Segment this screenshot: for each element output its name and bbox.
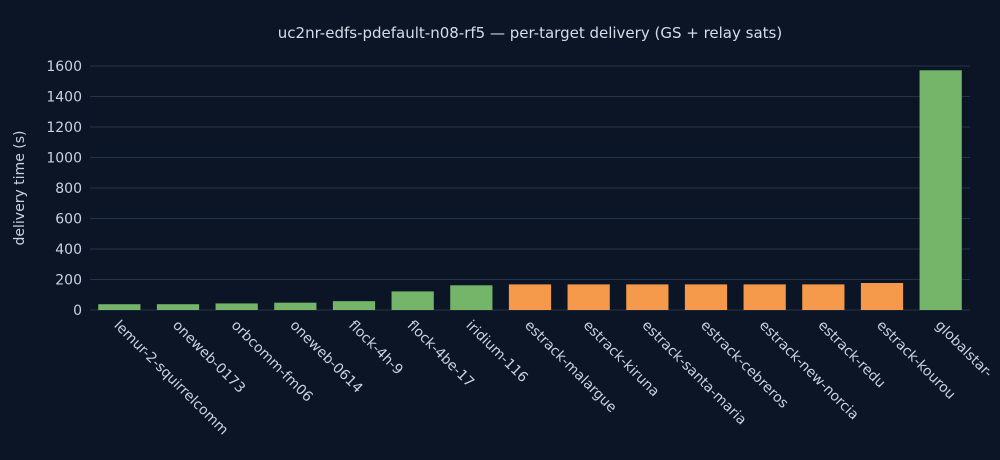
bar-lemur-2-squirrelcomm <box>98 304 141 310</box>
bar-oneweb-0173 <box>156 304 200 310</box>
y-tick-label: 1400 <box>46 90 82 106</box>
x-tick-label: globalstar- <box>932 318 996 382</box>
bar-flock-4be-17 <box>391 291 434 310</box>
chart-title: uc2nr-edfs-pdefault-n08-rf5 — per-target… <box>278 24 782 42</box>
y-tick-label: 1200 <box>46 120 82 136</box>
bar-globalstar- <box>919 70 962 311</box>
bar-estrack-kiruna <box>567 284 610 310</box>
gridlines <box>90 65 970 311</box>
bar-estrack-malargue <box>508 284 552 310</box>
y-tick-label: 0 <box>73 303 82 319</box>
bar-orbcomm-fm06 <box>215 303 258 310</box>
y-tick-label: 200 <box>55 273 82 289</box>
y-axis-label: delivery time (s) <box>12 131 28 246</box>
y-tick-label: 600 <box>55 212 82 228</box>
bar-estrack-cebreros <box>684 284 728 310</box>
x-axis-ticks: lemur-2-squirrelcommoneweb-0173orbcomm-f… <box>111 318 996 439</box>
bar-flock-4h-9 <box>332 301 376 310</box>
y-tick-label: 1600 <box>46 59 82 75</box>
y-tick-label: 800 <box>55 181 82 197</box>
x-tick-label: estrack-santa-maria <box>639 318 750 429</box>
bar-estrack-new-norcia <box>743 284 786 310</box>
bar-estrack-kourou <box>860 283 904 310</box>
x-tick-label: estrack-new-norcia <box>756 318 862 424</box>
y-tick-label: 1000 <box>46 151 82 167</box>
y-tick-label: 400 <box>55 242 82 258</box>
bar-estrack-santa-maria <box>626 284 669 310</box>
bar-iridium-116 <box>450 285 493 310</box>
x-tick-label: flock-4h-9 <box>345 318 406 379</box>
y-axis-ticks: 0 200 400 600 800 1000 1200 1400 1600 <box>46 59 82 319</box>
x-tick-label: lemur-2-squirrelcomm <box>111 318 232 439</box>
bars <box>98 70 962 311</box>
bar-estrack-redu <box>802 284 845 310</box>
bar-oneweb-0614 <box>274 302 317 310</box>
